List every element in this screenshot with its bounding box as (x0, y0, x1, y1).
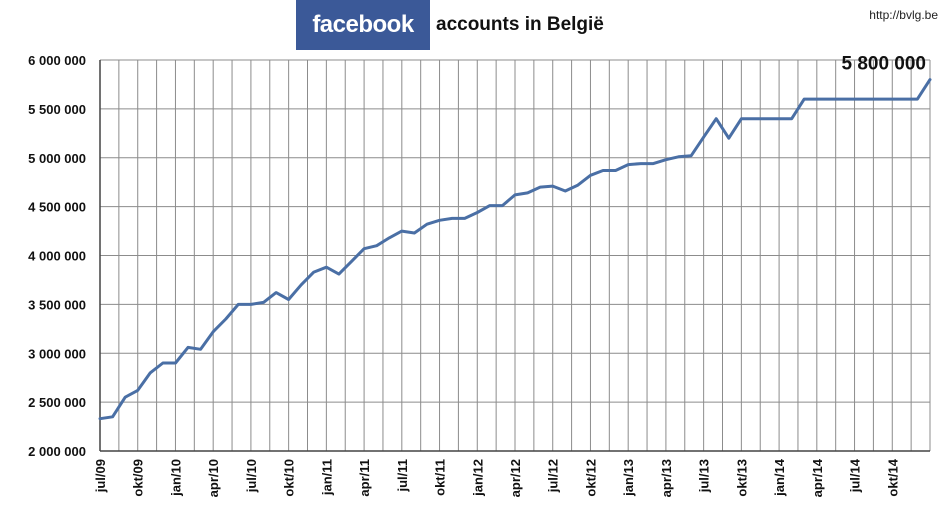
x-tick-label: apr/10 (206, 459, 221, 497)
y-tick-label: 2 000 000 (28, 444, 86, 459)
x-tick-label: okt/09 (131, 459, 146, 497)
x-tick-label: jul/10 (244, 459, 259, 493)
chart-title: accounts in België (436, 14, 604, 35)
source-url: http://bvlg.be (869, 8, 938, 22)
x-tick-label: apr/11 (357, 459, 372, 497)
facebook-logo: facebook (296, 0, 430, 50)
y-tick-label: 5 500 000 (28, 102, 86, 117)
x-tick-label: okt/13 (734, 459, 749, 497)
y-tick-label: 6 000 000 (28, 53, 86, 68)
x-tick-label: jul/12 (546, 459, 561, 493)
x-tick-label: jan/12 (470, 459, 485, 497)
y-tick-label: 2 500 000 (28, 395, 86, 410)
x-tick-label: jan/14 (772, 458, 787, 497)
x-tick-label: jan/10 (168, 459, 183, 497)
x-tick-label: jul/11 (395, 459, 410, 493)
x-tick-label: okt/11 (433, 459, 448, 496)
x-tick-label: apr/12 (508, 459, 523, 497)
x-tick-label: jul/13 (697, 459, 712, 493)
x-tick-label: jan/13 (621, 459, 636, 497)
x-tick-label: apr/14 (810, 458, 825, 497)
facebook-logo-text: facebook (312, 11, 414, 38)
x-tick-label: okt/14 (885, 458, 900, 496)
x-tick-label: jul/14 (848, 458, 863, 493)
x-tick-label: okt/12 (583, 459, 598, 497)
x-tick-label: jul/09 (93, 459, 108, 493)
y-tick-label: 4 000 000 (28, 249, 86, 264)
y-tick-label: 3 500 000 (28, 297, 86, 312)
y-tick-label: 3 000 000 (28, 346, 86, 361)
x-tick-label: jan/11 (319, 459, 334, 496)
y-tick-label: 5 000 000 (28, 151, 86, 166)
x-tick-label: okt/10 (282, 459, 297, 497)
y-tick-label: 4 500 000 (28, 200, 86, 215)
x-tick-label: apr/13 (659, 459, 674, 497)
last-value-annotation: 5 800 000 (841, 54, 926, 75)
